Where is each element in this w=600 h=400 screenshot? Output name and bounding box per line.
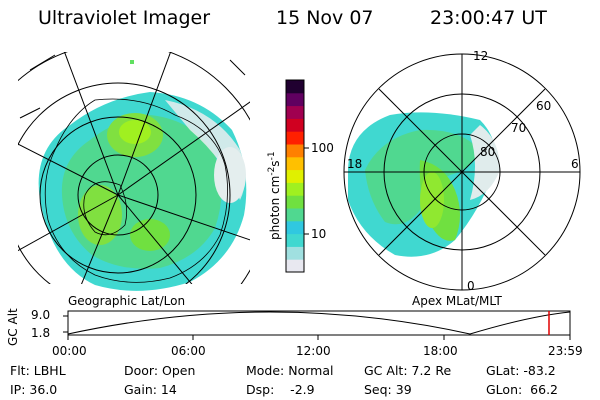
colorbar-segment bbox=[286, 92, 304, 107]
colorbar-segment bbox=[286, 169, 304, 183]
unit-exp1: -2 bbox=[267, 167, 277, 176]
geographic-map bbox=[18, 52, 250, 291]
altitude-ylabel: GC Alt bbox=[6, 308, 20, 346]
gain-info: Gain: 14 bbox=[124, 382, 177, 397]
colorbar-tick-100: 100 bbox=[311, 141, 334, 155]
app-title: Ultraviolet Imager bbox=[38, 7, 211, 29]
mlt-label-6: 6 bbox=[571, 157, 579, 171]
unit-base: photon cm bbox=[268, 176, 282, 240]
left-grid bbox=[18, 52, 250, 284]
altitude-ytick-9: 9.0 bbox=[31, 308, 51, 322]
glat-info: GLat: -83.2 bbox=[486, 363, 556, 378]
colorbar-segment bbox=[286, 118, 304, 132]
mlat-label-70: 70 bbox=[511, 121, 526, 135]
colorbar-segment bbox=[286, 144, 304, 158]
colorbar-segment bbox=[286, 156, 304, 171]
mlt-label-18: 18 bbox=[347, 157, 362, 171]
left-bright-pixel bbox=[130, 60, 134, 64]
colorbar-segment bbox=[286, 195, 304, 209]
date-label: 15 Nov 07 bbox=[276, 7, 374, 29]
filter-info: Flt: LBHL bbox=[10, 363, 66, 378]
unit-mid: s bbox=[268, 160, 282, 166]
mlat-label-60: 60 bbox=[536, 99, 551, 113]
altitude-timeline bbox=[63, 310, 571, 340]
ip-info: IP: 36.0 bbox=[10, 382, 58, 397]
colorbar-segment bbox=[286, 131, 304, 145]
colorbar-segment bbox=[286, 259, 304, 273]
colorbar-segment bbox=[286, 182, 304, 196]
apex-mlt-map bbox=[343, 53, 581, 291]
glon-info: GLon: 66.2 bbox=[486, 382, 558, 397]
door-info: Door: Open bbox=[124, 363, 196, 378]
colorbar-segment bbox=[286, 105, 304, 119]
left-aurora-image bbox=[38, 92, 247, 291]
altitude-ytick-1-8: 1.8 bbox=[31, 326, 51, 340]
colorbar-segment bbox=[286, 208, 304, 222]
time-tick-1800: 18:00 bbox=[423, 344, 458, 358]
colorbar-segment bbox=[286, 220, 304, 235]
time-tick-2359: 23:59 bbox=[548, 344, 583, 358]
time-tick-0000: 00:00 bbox=[52, 344, 87, 358]
gc-alt-info: GC Alt: 7.2 Re bbox=[364, 363, 452, 378]
right-map-caption: Apex MLat/MLT bbox=[412, 294, 502, 308]
mlt-label-12: 12 bbox=[473, 49, 488, 63]
colorbar-segment bbox=[286, 80, 304, 94]
mlat-label-80: 80 bbox=[480, 145, 495, 159]
time-tick-1200: 12:00 bbox=[296, 344, 331, 358]
right-grid bbox=[343, 53, 581, 291]
colorbar-segment bbox=[286, 233, 304, 247]
colorbar-segment bbox=[286, 246, 304, 260]
time-label: 23:00:47 UT bbox=[430, 7, 547, 29]
mlt-label-0: 0 bbox=[467, 279, 475, 293]
time-tick-0600: 06:00 bbox=[171, 344, 206, 358]
mode-info: Mode: Normal bbox=[246, 363, 334, 378]
left-map-caption: Geographic Lat/Lon bbox=[68, 294, 186, 308]
seq-info: Seq: 39 bbox=[364, 382, 412, 397]
colorbar-unit-label: photon cm-2s-1 bbox=[267, 151, 282, 240]
colorbar bbox=[285, 79, 309, 273]
dsp-info: Dsp: -2.9 bbox=[246, 382, 315, 397]
right-aurora-image bbox=[348, 112, 500, 257]
colorbar-tick-10: 10 bbox=[311, 227, 326, 241]
unit-exp2: -1 bbox=[267, 151, 277, 160]
